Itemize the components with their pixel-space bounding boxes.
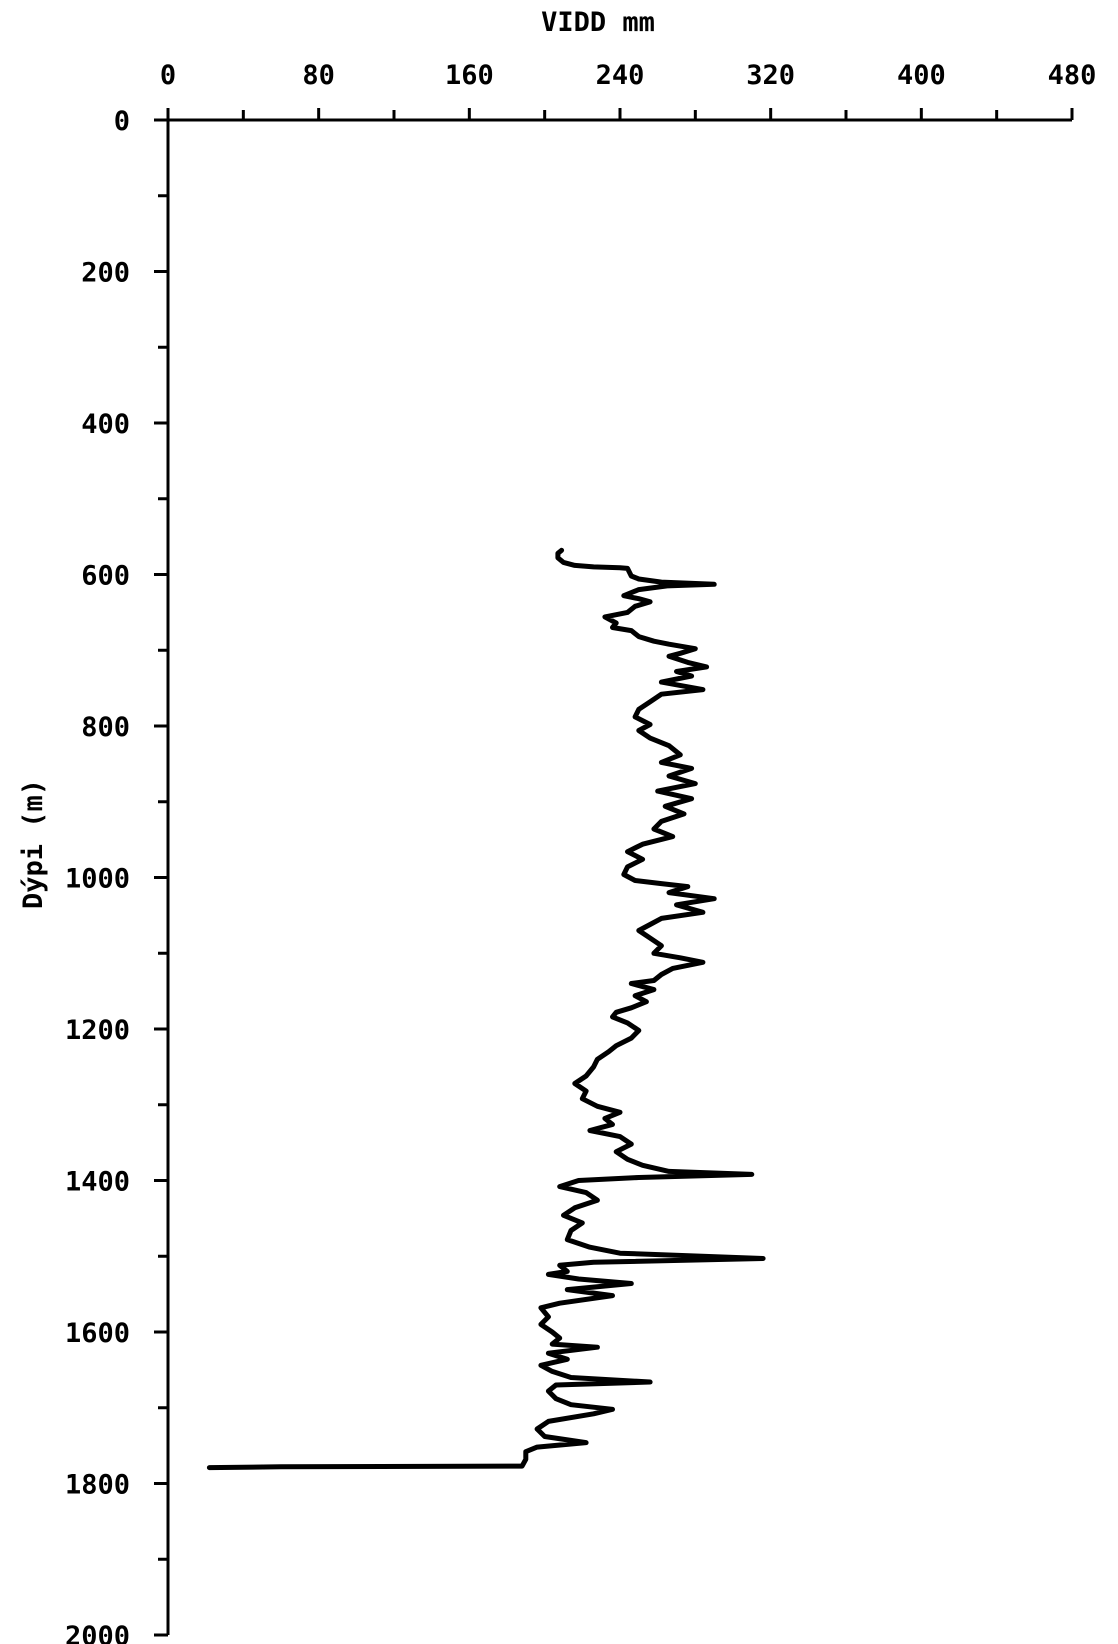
x-tick-label: 80 [302, 60, 335, 91]
x-axis-title: VIDD mm [541, 7, 655, 38]
y-tick-label: 0 [114, 106, 130, 137]
x-tick-label: 480 [1048, 60, 1097, 91]
y-axis-title: Dýpi (m) [18, 779, 49, 909]
series-group [206, 547, 766, 1471]
y-tick-label: 1000 [65, 864, 130, 895]
y-tick-label: 400 [81, 409, 130, 440]
x-ticks: 0 80 160 240 320 400 480 [160, 60, 1097, 120]
y-tick-label: 1600 [65, 1318, 130, 1349]
y-ticks: 0 200 400 600 800 1000 1200 1400 1600 1800 2000 [65, 106, 168, 1644]
x-tick-label: 160 [445, 60, 494, 91]
x-tick-label: 0 [160, 60, 176, 91]
y-tick-label: 800 [81, 712, 130, 743]
x-tick-label: 400 [897, 60, 946, 91]
y-tick-label: 1800 [65, 1470, 130, 1501]
x-tick-label: 320 [746, 60, 795, 91]
y-tick-label: 2000 [65, 1621, 130, 1644]
x-axis-title-group: VIDD mm [541, 7, 655, 38]
y-tick-label: 1200 [65, 1015, 130, 1046]
series-line-0 [206, 547, 766, 1471]
y-tick-label: 200 [81, 258, 130, 289]
y-tick-label: 1400 [65, 1167, 130, 1198]
y-tick-label: 600 [81, 561, 130, 592]
y-axis-title-group: Dýpi (m) [18, 779, 49, 909]
x-tick-label: 240 [596, 60, 645, 91]
